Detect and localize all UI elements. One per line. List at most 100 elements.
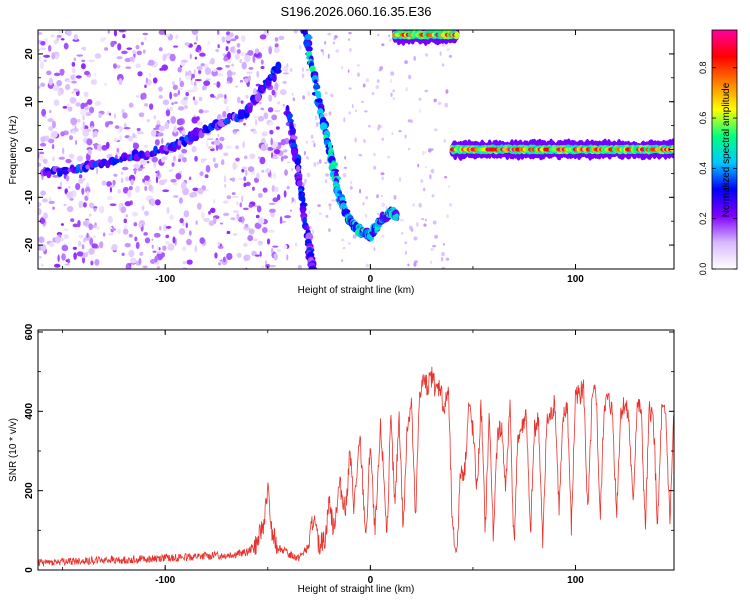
spectrogram-noise-cell [114,125,120,129]
spectrogram-noise-cell [178,158,181,163]
spectrogram-noise-cell [122,228,129,235]
spectrogram-noise-cell [448,185,450,188]
spectrogram-noise-cell [86,128,92,132]
spectrogram-noise-cell [173,93,178,97]
spectrogram-noise-cell [271,114,278,121]
spectrogram-noise-cell [63,203,67,207]
spectrogram-noise-cell [289,67,293,73]
spectrogram-noise-cell [109,184,116,188]
spectrogram-noise-cell [81,59,86,62]
spectrogram-track-cell [301,196,306,204]
spectrogram-noise-cell [48,242,55,248]
spectrogram-noise-cell [65,259,69,263]
spectrogram-noise-cell [183,96,189,101]
spectrogram-noise-cell [260,107,265,111]
spectrogram-noise-cell [344,155,347,160]
spectrogram-noise-cell [340,238,345,242]
spectrogram-noise-cell [133,163,140,169]
spectrogram-noise-cell [117,188,121,194]
spectrogram-noise-cell [205,78,211,81]
spectrogram-noise-cell [323,113,328,116]
spectrogram-track-cell [291,135,298,140]
spectrogram-noise-cell [354,137,357,143]
spectrogram-noise-cell [262,187,268,193]
spectrogram-noise-cell [263,112,269,120]
spectrogram-noise-cell [441,63,445,67]
spectrogram-noise-cell [239,202,242,208]
spectrogram-noise-cell [444,175,448,179]
spectrogram-noise-cell [151,156,158,163]
spectrogram-noise-cell [205,188,210,192]
spectrogram-noise-cell [72,190,77,198]
spectrogram-noise-cell [144,144,148,148]
spectrogram-noise-cell [268,208,276,213]
spectrogram-noise-cell [40,40,46,46]
spectrogram-noise-cell [81,244,85,250]
spectrogram-noise-cell [51,120,56,129]
spectrogram-noise-cell [89,106,95,114]
x-tick-label: -100 [155,274,175,285]
spectrogram-noise-cell [236,252,242,258]
spectrogram-noise-cell [141,92,147,100]
y-tick-label: 20 [24,48,35,60]
spectrogram-noise-cell [94,101,102,107]
spectrogram-noise-cell [380,172,385,176]
spectrogram-noise-cell [159,67,164,71]
spectrogram-noise-cell [343,117,346,123]
spectrogram-noise-cell [128,135,134,142]
spectrogram-noise-cell [231,63,234,67]
spectrogram-noise-cell [76,118,81,123]
spectrogram-noise-cell [47,117,54,123]
spectrogram-noise-cell [305,140,309,144]
spectrogram-noise-cell [236,201,239,206]
spectrogram-noise-cell [78,178,84,184]
spectrogram-noise-cell [82,177,86,181]
spectrogram-y-axis: 20 10 0 -10 -20 [24,29,674,270]
spectrogram-noise-cell [230,38,237,42]
spectrogram-noise-cell [347,69,350,73]
spectrogram-noise-cell [223,152,229,157]
spectrogram-noise-cell [259,101,262,105]
spectrogram-noise-cell [303,151,306,156]
spectrogram-noise-cell [192,187,199,192]
spectrogram-noise-cell [112,63,117,69]
spectrogram-track-cell [316,98,323,103]
spectrogram-noise-cell [328,111,332,116]
spectrogram-track-cell [394,215,399,221]
spectrogram-noise-cell [73,252,77,260]
spectrogram-noise-cell [274,109,281,113]
spectrogram-noise-cell [392,97,396,101]
spectrogram-noise-cell [63,228,69,232]
spectrogram-noise-cell [143,181,151,186]
spectrogram-noise-cell [252,130,258,135]
y-tick-label: -20 [24,237,35,252]
spectrogram-noise-cell [217,245,224,250]
spectrogram-noise-cell [328,228,331,232]
colorbar-axis: 0.0 0.2 0.4 0.6 0.8 [698,61,737,275]
spectrogram-noise-cell [252,88,258,95]
spectrogram-noise-cell [38,202,42,208]
spectrogram-noise-cell [224,94,227,100]
spectrogram-noise-cell [38,85,41,89]
spectrogram-noise-cell [78,174,83,179]
spectrogram-noise-cell [176,118,183,126]
spectrogram-noise-cell [150,129,157,137]
spectrogram-noise-cell [273,47,280,54]
spectrogram-noise-cell [208,220,215,226]
spectrogram-noise-cell [232,162,237,170]
colorbar-tick-label: 0.2 [698,212,708,225]
spectrogram-noise-cell [236,49,241,54]
spectrogram-noise-cell [260,65,265,70]
spectrogram-noise-cell [78,234,84,239]
spectrogram-noise-cell [268,229,275,233]
spectrogram-noise-cell [259,34,267,40]
spectrogram-noise-cell [225,145,232,150]
spectrogram-noise-cell [185,92,189,97]
spectrogram-noise-cell [48,138,55,144]
spectrogram-noise-cell [113,173,118,177]
figure-title: S196.2026.060.16.35.E36 [280,4,431,19]
spectrogram-noise-cell [364,139,367,144]
spectrogram-noise-cell [443,139,447,143]
spectrogram-noise-cell [39,142,47,147]
spectrogram-noise-cell [405,87,408,92]
